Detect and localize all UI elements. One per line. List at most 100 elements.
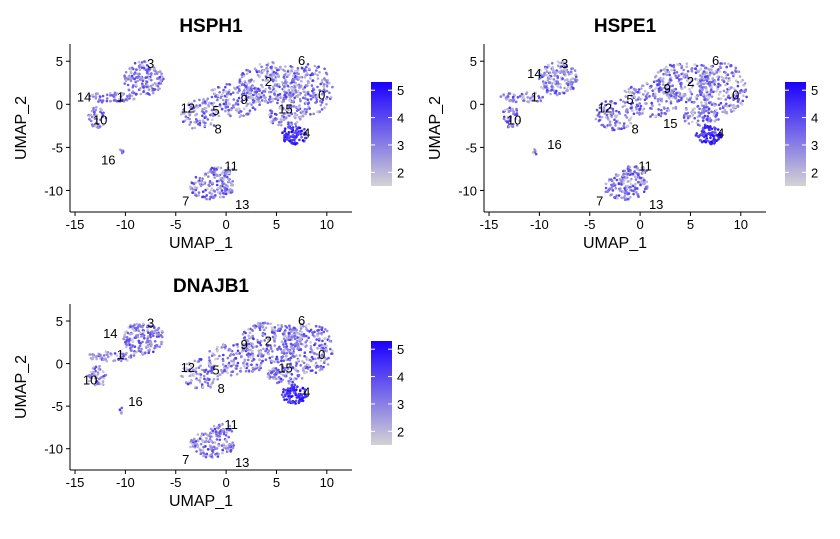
cell-point	[300, 331, 304, 334]
cell-point	[120, 359, 123, 363]
cell-point	[239, 367, 243, 370]
cell-point	[526, 96, 529, 99]
cell-point	[666, 82, 670, 86]
cell-point	[710, 71, 714, 75]
cell-point	[636, 193, 639, 196]
cell-point	[216, 345, 219, 349]
cell-point	[702, 126, 705, 130]
cell-point	[261, 325, 265, 328]
cell-point	[224, 109, 227, 113]
cell-point	[641, 84, 645, 88]
cell-point	[211, 379, 215, 383]
cell-point	[506, 116, 510, 119]
cell-point	[129, 325, 132, 329]
cell-point	[309, 350, 312, 354]
cell-point	[313, 64, 317, 68]
cell-point	[719, 97, 723, 101]
cell-point	[558, 61, 562, 65]
cell-point	[289, 356, 293, 360]
cell-point	[216, 455, 220, 458]
cell-point	[723, 62, 727, 65]
cell-point	[217, 191, 220, 194]
cell-point	[193, 126, 197, 130]
cell-point	[626, 197, 630, 201]
cell-point	[221, 430, 224, 433]
cell-point	[734, 92, 738, 95]
cell-point	[718, 70, 721, 73]
cell-point	[206, 171, 210, 175]
cell-point	[291, 336, 295, 339]
cell-point	[183, 112, 186, 115]
cell-point	[119, 98, 123, 102]
cell-point	[253, 90, 257, 94]
cell-point	[288, 358, 292, 362]
cell-point	[284, 108, 288, 112]
cell-point	[156, 84, 160, 88]
cell-point	[566, 83, 570, 86]
cell-point	[275, 355, 279, 359]
cell-point	[305, 356, 308, 359]
cluster-label: 15	[278, 361, 292, 376]
cell-point	[657, 108, 660, 111]
cell-point	[727, 86, 731, 90]
cell-point	[656, 98, 660, 101]
cell-point	[232, 98, 236, 101]
cell-point	[247, 348, 250, 352]
cell-point	[629, 171, 632, 174]
cell-point	[216, 357, 219, 361]
cell-point	[694, 134, 698, 137]
cell-point	[261, 78, 265, 82]
cell-point	[148, 77, 151, 81]
cell-point	[651, 113, 654, 116]
cell-point	[245, 104, 248, 108]
cell-point	[701, 119, 705, 122]
cell-point	[147, 92, 150, 96]
cell-point	[302, 366, 305, 370]
cell-point	[294, 105, 298, 109]
cell-point	[113, 91, 117, 95]
cell-point	[276, 371, 279, 374]
cell-point	[88, 379, 91, 383]
cell-point	[669, 84, 673, 88]
cell-point	[236, 343, 239, 346]
cell-point	[189, 185, 192, 189]
cell-point	[659, 76, 662, 80]
cell-point	[156, 328, 159, 332]
cell-point	[511, 95, 515, 99]
cell-point	[283, 139, 287, 143]
cell-point	[182, 367, 185, 370]
cell-point	[703, 98, 706, 101]
cell-point	[222, 88, 225, 92]
cell-point	[231, 370, 234, 374]
cell-point	[634, 182, 637, 186]
cell-point	[223, 369, 226, 373]
cell-point	[256, 354, 260, 358]
cell-point	[537, 71, 541, 75]
cell-point	[300, 342, 303, 346]
cell-point	[625, 116, 629, 119]
cell-point	[258, 328, 262, 332]
cell-point	[622, 122, 626, 125]
cell-point	[215, 447, 219, 450]
cell-point	[128, 94, 132, 98]
cell-point	[282, 68, 285, 72]
x-tick-label: 5	[273, 475, 280, 490]
cell-point	[710, 140, 713, 143]
cell-point	[637, 88, 641, 91]
cell-point	[321, 339, 324, 343]
cell-point	[123, 74, 126, 77]
cell-point	[316, 347, 319, 350]
cell-point	[629, 185, 632, 189]
cell-point	[327, 335, 331, 338]
cell-point	[712, 137, 716, 141]
cell-point	[298, 97, 302, 101]
cell-point	[285, 134, 289, 138]
cell-point	[555, 71, 558, 74]
x-tick-label: 10	[734, 217, 748, 232]
cell-point	[698, 107, 701, 111]
cell-point	[618, 112, 621, 115]
cell-point	[722, 77, 725, 80]
cell-point	[624, 114, 627, 117]
cell-point	[98, 377, 101, 381]
cell-point	[226, 166, 230, 170]
